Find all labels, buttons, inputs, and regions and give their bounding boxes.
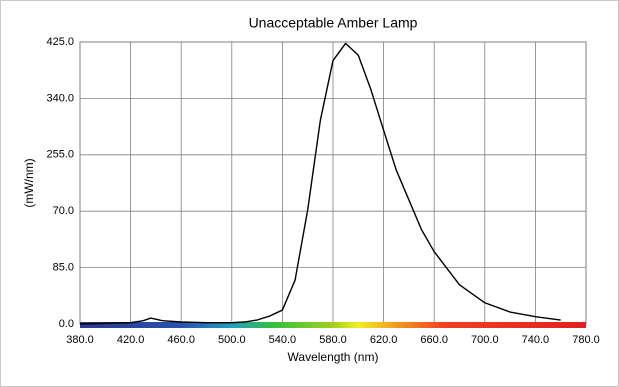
x-axis-label: Wavelength (nm) [288,350,379,364]
spectrum-line [79,42,561,325]
x-tick-label: 660.0 [420,334,448,346]
y-tick-label: 0.0 [59,318,74,330]
x-tick-label: 500.0 [218,334,246,346]
x-tick-label: 740.0 [522,334,550,346]
x-tick-label: 380.0 [66,334,94,346]
x-tick-label: 540.0 [269,334,297,346]
y-tick-label: 85.0 [53,262,74,274]
y-tick-label: 70.0 [53,205,74,217]
x-tick-label: 460.0 [167,334,195,346]
y-tick-label: 255.0 [46,149,74,161]
x-tick-label: 420.0 [117,334,145,346]
x-tick-label: 580.0 [319,334,347,346]
x-tick-label: 780.0 [572,334,600,346]
x-tick-label: 700.0 [471,334,499,346]
x-tick-label: 620.0 [370,334,398,346]
y-axis-label: (mW/nm) [22,158,36,207]
y-tick-label: 425.0 [46,36,74,48]
chart-title: Unacceptable Amber Lamp [249,15,418,31]
y-tick-label: 340.0 [46,92,74,104]
spectrum-strip [80,322,586,328]
